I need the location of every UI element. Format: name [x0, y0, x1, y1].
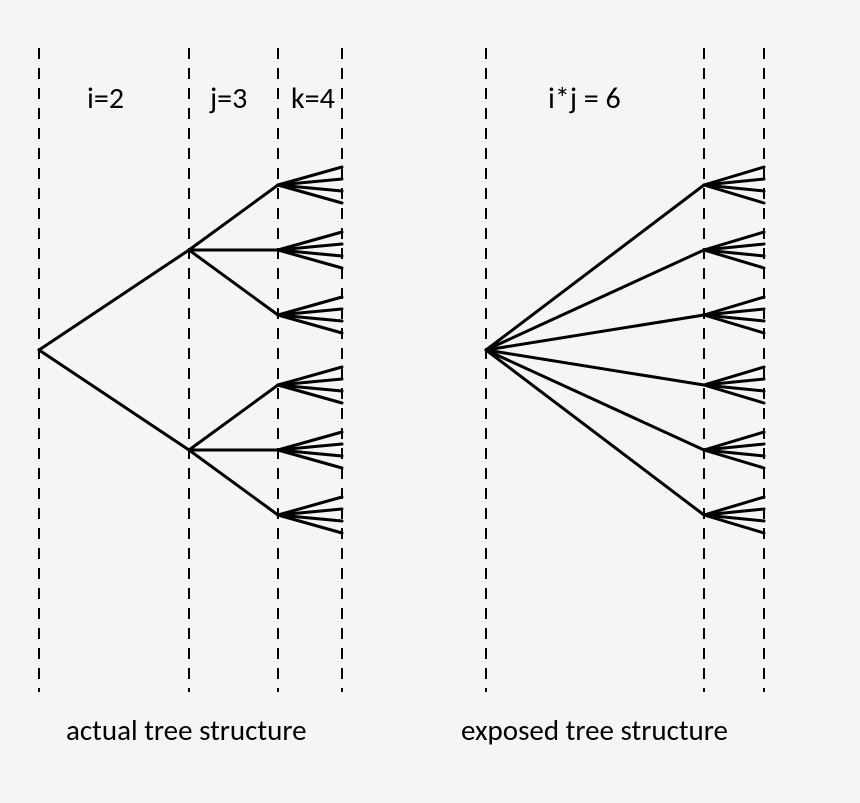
background [0, 0, 860, 803]
top-label: j=3 [209, 80, 247, 117]
top-label: i=2 [87, 80, 124, 117]
caption: actual tree structure [66, 712, 307, 748]
caption: exposed tree structure [461, 712, 728, 748]
top-label: k=4 [291, 80, 335, 117]
top-label: i*j = 6 [548, 80, 621, 117]
